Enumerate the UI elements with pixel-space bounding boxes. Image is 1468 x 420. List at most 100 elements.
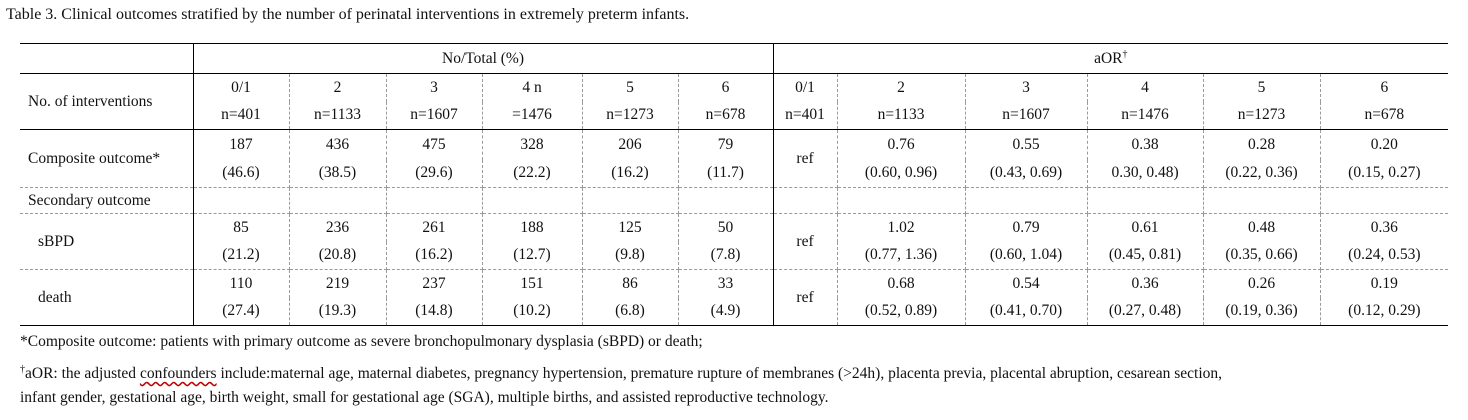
- aor-cell: 0.48: [1203, 213, 1321, 242]
- ci-cell: (0.19, 0.36): [1203, 297, 1321, 326]
- aor-cell: 1.02: [837, 213, 966, 242]
- aor-cell: 0.20: [1370, 135, 1398, 153]
- footnote-composite: *Composite outcome: patients with primar…: [20, 333, 703, 350]
- table-caption: Table 3. Clinical outcomes stratified by…: [6, 6, 690, 23]
- aor-cell: 0.55: [965, 129, 1088, 160]
- row-label-sbpd: sBPD: [20, 213, 194, 270]
- empty-cell: [965, 187, 1088, 214]
- col-head-left: 0/1: [193, 73, 290, 102]
- col-head-right: 6: [1380, 78, 1389, 96]
- empty-cell: [773, 187, 838, 214]
- pct-cell: (9.8): [582, 241, 679, 270]
- table-row: Composite outcome* 187 436 475 328 206 7…: [20, 129, 1448, 188]
- pct-cell: (4.9): [678, 297, 774, 326]
- empty-cell: [1320, 187, 1449, 214]
- footnote-aor-confounders: confounders: [139, 365, 217, 383]
- col-n-left: n=1607: [386, 101, 483, 130]
- ci-cell: (0.60, 0.96): [837, 159, 966, 188]
- pct-cell: (12.7): [482, 241, 583, 270]
- header-group-row: No/Total (%) aOR†: [20, 43, 1449, 74]
- count-cell: 261: [386, 213, 483, 242]
- aor-cell: 0.76: [837, 129, 966, 160]
- col-n-right: n=1607: [965, 101, 1088, 130]
- count-cell: 50: [678, 213, 774, 242]
- interventions-row-top: No. of interventions 0/1 2 3 4 n 5 6 0/1…: [20, 73, 1448, 130]
- col-head-left: 5: [582, 73, 679, 102]
- group-header-aor: aOR†: [773, 43, 1449, 74]
- footnote-aor-line2: infant gender, gestational age, birth we…: [20, 389, 829, 406]
- empty-cell: [1087, 187, 1204, 214]
- col-head-right: 2: [837, 73, 966, 102]
- aor-cell: 0.36: [1370, 218, 1398, 236]
- col-head-left: 2: [289, 73, 387, 102]
- ci-cell: (0.15, 0.27): [1320, 159, 1449, 188]
- interventions-row-bottom: n=401 n=1133 n=1607 =1476 n=1273 n=678 n…: [20, 101, 1449, 130]
- col-head-right: 5: [1203, 73, 1321, 102]
- ci-cell: (0.24, 0.53): [1320, 241, 1449, 270]
- empty-cell: [1203, 187, 1321, 214]
- col-n-left: n=1273: [582, 101, 679, 130]
- aor-cell: 0.79: [965, 213, 1088, 242]
- aor-cell: 0.38: [1087, 129, 1204, 160]
- empty-cell: [837, 187, 966, 214]
- col-n-left: n=678: [678, 101, 774, 130]
- table-row: sBPD 85 236 261 188 125 50 ref 1.02 0.79…: [20, 213, 1448, 270]
- dagger-mark: †: [20, 364, 25, 375]
- aor-cell: 0.54: [965, 269, 1088, 298]
- count-cell: 206: [582, 129, 679, 160]
- col-n-right: n=678: [1320, 101, 1449, 130]
- aor-cell: 0.36: [1087, 269, 1204, 298]
- count-cell: 110: [193, 269, 290, 298]
- col-head-right: 3: [965, 73, 1088, 102]
- ci-cell: (0.43, 0.69): [965, 159, 1088, 188]
- col-n-left: =1476: [482, 101, 583, 130]
- pct-cell: (46.6): [193, 159, 290, 188]
- count-cell: 237: [386, 269, 483, 298]
- aor-cell: 0.61: [1087, 213, 1204, 242]
- table-row: (21.2) (20.8) (16.2) (12.7) (9.8) (7.8) …: [20, 241, 1449, 270]
- ci-cell: (0.22, 0.36): [1203, 159, 1321, 188]
- empty-cell: [582, 187, 679, 214]
- empty-cell: [678, 187, 774, 214]
- col-n-left: n=401: [193, 101, 290, 130]
- count-cell: 475: [386, 129, 483, 160]
- aor-cell: 0.68: [837, 269, 966, 298]
- pct-cell: (21.2): [193, 241, 290, 270]
- count-cell: 33: [678, 269, 774, 298]
- count-cell: 85: [193, 213, 290, 242]
- pct-cell: (7.8): [678, 241, 774, 270]
- footnote-aor: †aOR: the adjusted confounders include:m…: [20, 360, 1222, 384]
- col-head-right: 4: [1087, 73, 1204, 102]
- aor-cell: 0.28: [1203, 129, 1321, 160]
- empty-cell: [482, 187, 583, 214]
- pct-cell: (27.4): [193, 297, 290, 326]
- header-corner: [20, 43, 194, 74]
- aor-label: aOR: [1094, 50, 1123, 68]
- empty-cell: [193, 187, 290, 214]
- col-n-right: n=401: [773, 101, 838, 130]
- count-cell: 86: [582, 269, 679, 298]
- ci-cell: 0.30, 0.48): [1087, 159, 1204, 188]
- table-row: (46.6) (38.5) (29.6) (22.2) (16.2) (11.7…: [20, 159, 1449, 188]
- col-head-left: 3: [386, 73, 483, 102]
- row-label-composite: Composite outcome*: [20, 129, 194, 188]
- footnote-aor-text-c: include:maternal age, maternal diabetes,…: [216, 365, 1223, 383]
- pct-cell: (16.2): [582, 159, 679, 188]
- count-cell: 328: [482, 129, 583, 160]
- pct-cell: (20.8): [289, 241, 387, 270]
- empty-cell: [386, 187, 483, 214]
- col-head-right: 0/1: [773, 73, 838, 102]
- col-head-left: 4 n: [482, 73, 583, 102]
- row-label-secondary: Secondary outcome: [20, 187, 194, 214]
- col-n-right: n=1133: [837, 101, 966, 130]
- table-row: Secondary outcome: [20, 187, 1449, 214]
- aor-cell: 0.19: [1370, 274, 1398, 292]
- col-n-right: n=1273: [1203, 101, 1321, 130]
- count-cell: 188: [482, 213, 583, 242]
- table-row: death 110 219 237 151 86 33 ref 0.68 0.5…: [20, 269, 1448, 326]
- group-header-no-total: No/Total (%): [193, 43, 774, 74]
- pct-cell: (22.2): [482, 159, 583, 188]
- pct-cell: (29.6): [386, 159, 483, 188]
- pct-cell: (19.3): [289, 297, 387, 326]
- pct-cell: (11.7): [678, 159, 774, 188]
